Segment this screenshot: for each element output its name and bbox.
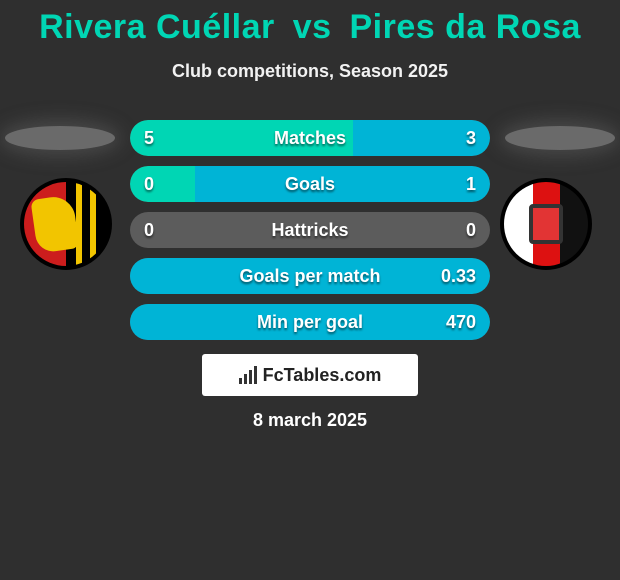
stat-left-value: 0 <box>144 220 154 241</box>
stat-right-value: 0.33 <box>441 266 476 287</box>
stat-row-hattricks: 0 Hattricks 0 <box>130 212 490 248</box>
club-badge-left <box>20 178 120 264</box>
subtitle: Club competitions, Season 2025 <box>0 61 620 82</box>
stat-label: Matches <box>274 128 346 149</box>
player2-name: Pires da Rosa <box>350 8 581 46</box>
stat-label: Hattricks <box>271 220 348 241</box>
stat-label: Min per goal <box>257 312 363 333</box>
stat-row-goals-per-match: Goals per match 0.33 <box>130 258 490 294</box>
stat-row-min-per-goal: Min per goal 470 <box>130 304 490 340</box>
attribution-badge: FcTables.com <box>202 354 418 396</box>
badge-shadow-left <box>5 126 115 150</box>
club-badge-right <box>500 178 600 264</box>
bars-icon <box>239 366 257 384</box>
stat-label: Goals per match <box>239 266 380 287</box>
attribution-text: FcTables.com <box>263 365 382 386</box>
comparison-card: { "header": { "player1": "Rivera Cuéllar… <box>0 0 620 580</box>
badge-shadow-right <box>505 126 615 150</box>
stat-right-value: 1 <box>466 174 476 195</box>
stat-row-goals: 0 Goals 1 <box>130 166 490 202</box>
crest-icon <box>529 204 563 244</box>
player1-name: Rivera Cuéllar <box>39 8 275 46</box>
stat-left-value: 0 <box>144 174 154 195</box>
stat-right-value: 3 <box>466 128 476 149</box>
stat-left-value: 5 <box>144 128 154 149</box>
shield-icon <box>500 178 592 270</box>
page-title: Rivera Cuéllar vs Pires da Rosa <box>0 0 620 47</box>
stat-right-value: 0 <box>466 220 476 241</box>
stat-rows: 5 Matches 3 0 Goals 1 0 Hattricks 0 Goal… <box>130 120 490 350</box>
stat-row-matches: 5 Matches 3 <box>130 120 490 156</box>
stat-label: Goals <box>285 174 335 195</box>
shield-icon <box>20 178 112 270</box>
date-label: 8 march 2025 <box>0 410 620 431</box>
stat-right-value: 470 <box>446 312 476 333</box>
vs-separator: vs <box>293 8 332 46</box>
